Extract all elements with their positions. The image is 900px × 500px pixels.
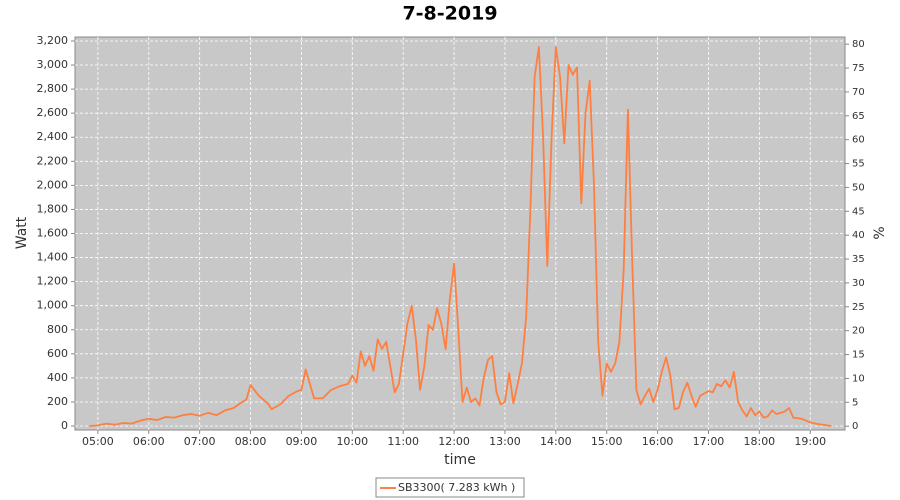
x-axis-label: time bbox=[444, 452, 476, 468]
y2-tick-label: 70 bbox=[852, 87, 865, 98]
x-tick-label: 18:00 bbox=[743, 435, 775, 448]
x-tick-label: 13:00 bbox=[489, 435, 521, 448]
x-tick-label: 05:00 bbox=[82, 435, 114, 448]
x-tick-label: 11:00 bbox=[387, 435, 419, 448]
y2-tick-label: 30 bbox=[852, 278, 865, 289]
y2-tick-label: 5 bbox=[852, 397, 858, 408]
y2-tick-label: 40 bbox=[852, 230, 865, 241]
y-tick-label: 1,200 bbox=[37, 275, 69, 288]
y2-tick-label: 0 bbox=[852, 421, 858, 432]
y2-tick-label: 15 bbox=[852, 350, 865, 361]
y-tick-label: 2,600 bbox=[37, 106, 69, 119]
y-tick-label: 200 bbox=[47, 395, 68, 408]
y2-tick-label: 50 bbox=[852, 182, 865, 193]
y2-tick-label: 80 bbox=[852, 39, 865, 50]
y-tick-label: 3,000 bbox=[37, 58, 69, 71]
y-tick-label: 2,200 bbox=[37, 154, 69, 167]
y-tick-label: 1,600 bbox=[37, 227, 69, 240]
y2-tick-label: 45 bbox=[852, 206, 865, 217]
y2-axis-label: % bbox=[872, 226, 888, 239]
y2-tick-label: 55 bbox=[852, 159, 865, 170]
y2-tick-label: 10 bbox=[852, 373, 865, 384]
x-tick-label: 09:00 bbox=[286, 435, 318, 448]
y2-tick-label: 25 bbox=[852, 302, 865, 313]
y-tick-label: 2,400 bbox=[37, 130, 69, 143]
x-tick-label: 14:00 bbox=[540, 435, 572, 448]
x-tick-label: 19:00 bbox=[794, 435, 826, 448]
x-tick-label: 12:00 bbox=[438, 435, 470, 448]
x-tick-label: 15:00 bbox=[591, 435, 623, 448]
x-tick-label: 07:00 bbox=[184, 435, 216, 448]
y-tick-label: 1,000 bbox=[37, 299, 69, 312]
y2-tick-label: 35 bbox=[852, 254, 865, 265]
y-tick-label: 2,800 bbox=[37, 82, 69, 95]
legend-box bbox=[375, 477, 525, 498]
y2-tick-label: 20 bbox=[852, 326, 865, 337]
chart-title: 7-8-2019 bbox=[402, 3, 497, 25]
x-tick-label: 10:00 bbox=[336, 435, 368, 448]
x-tick-label: 08:00 bbox=[235, 435, 267, 448]
y-tick-label: 2,000 bbox=[37, 178, 69, 191]
series-line bbox=[89, 46, 832, 427]
y-tick-label: 3,200 bbox=[37, 34, 69, 47]
x-tick-label: 17:00 bbox=[693, 435, 725, 448]
y2-tick-label: 75 bbox=[852, 63, 865, 74]
x-tick-label: 16:00 bbox=[642, 435, 674, 448]
y2-tick-label: 60 bbox=[852, 135, 865, 146]
x-tick-label: 06:00 bbox=[133, 435, 165, 448]
y-tick-label: 400 bbox=[47, 371, 68, 384]
y-axis-label: Watt bbox=[14, 216, 30, 249]
y2-tick-label: 65 bbox=[852, 111, 865, 122]
y-tick-label: 800 bbox=[47, 323, 68, 336]
y-tick-label: 0 bbox=[61, 419, 68, 432]
y-tick-label: 600 bbox=[47, 347, 68, 360]
legend-label: SB3300( 7.283 kWh ) bbox=[398, 481, 515, 494]
y-tick-label: 1,800 bbox=[37, 202, 69, 215]
y-tick-label: 1,400 bbox=[37, 251, 69, 264]
